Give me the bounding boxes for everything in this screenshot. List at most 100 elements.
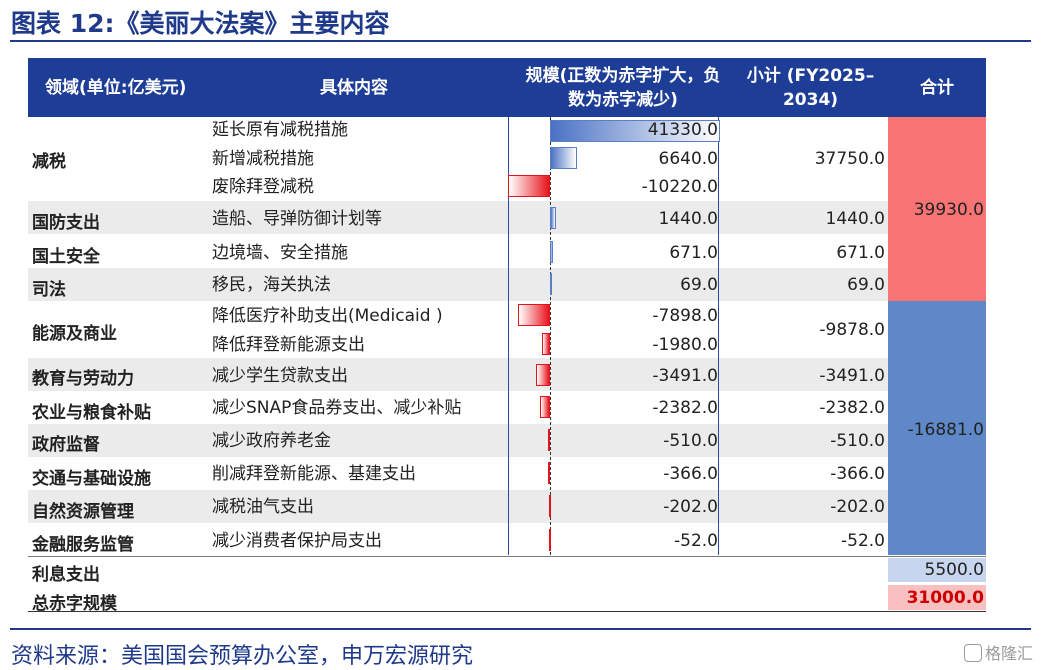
- header-scale-line1: 规模(正数为赤字扩大，负: [525, 65, 721, 86]
- deficit-label: 总赤字规模: [32, 594, 117, 614]
- header-total: 合计: [920, 77, 954, 98]
- bar-positive: [550, 120, 720, 142]
- total-positive-cell: [888, 117, 986, 301]
- row-band: [28, 358, 888, 391]
- detail-cell: 减少学生贷款支出: [212, 366, 348, 386]
- subtotal-value: 69.0: [847, 275, 885, 295]
- subtotal-value: 1440.0: [825, 209, 885, 229]
- subtotal-value: -510.0: [830, 431, 885, 451]
- bar-negative: [547, 429, 550, 451]
- scale-value: 69.0: [680, 275, 718, 295]
- row-band: [28, 201, 888, 234]
- bar-negative: [517, 304, 550, 326]
- category-label: 能源及商业: [32, 324, 117, 344]
- category-label: 教育与劳动力: [32, 369, 134, 389]
- scale-value: -2382.0: [652, 398, 718, 418]
- category-label: 国土安全: [32, 247, 100, 267]
- bar-column-left-border: [508, 117, 509, 555]
- detail-cell: 延长原有减税措施: [212, 120, 348, 140]
- scale-value: -52.0: [674, 531, 718, 551]
- interest-cell: [888, 558, 986, 582]
- detail-cell: 减少消费者保护局支出: [212, 531, 382, 551]
- category-label: 司法: [32, 280, 66, 300]
- bar-positive: [550, 207, 556, 229]
- header-subtotal-line2: 2034): [782, 89, 839, 110]
- scale-value: -510.0: [663, 431, 718, 451]
- page-title: 图表 12:《美丽大法案》主要内容: [11, 9, 390, 38]
- scale-value: 671.0: [669, 243, 718, 263]
- bar-positive: [550, 241, 553, 263]
- subtotal-value: -52.0: [841, 531, 885, 551]
- detail-cell: 造船、导弹防御计划等: [212, 209, 382, 229]
- bar-positive: [550, 147, 578, 169]
- subtotal-value: -9878.0: [819, 320, 885, 340]
- total-negative-value: -16881.0: [907, 420, 984, 440]
- table-divider: [28, 556, 986, 557]
- bar-negative: [541, 333, 550, 355]
- scale-value: -7898.0: [652, 306, 718, 326]
- title-divider: [10, 40, 1031, 42]
- bar-negative: [548, 495, 551, 517]
- header-domain: 领域(单位:亿美元): [45, 77, 187, 98]
- detail-cell: 减少政府养老金: [212, 431, 331, 451]
- total-positive-value: 39930.0: [913, 200, 984, 220]
- category-label: 国防支出: [32, 213, 100, 233]
- detail-cell: 减税油气支出: [212, 497, 314, 517]
- deficit-value: 31000.0: [906, 588, 984, 608]
- total-negative-cell: [888, 301, 986, 555]
- bar-negative: [507, 175, 550, 197]
- watermark: 格隆汇: [963, 640, 1033, 664]
- subtotal-value: -366.0: [830, 464, 885, 484]
- subtotal-value: -3491.0: [819, 366, 885, 386]
- subtotal-value: 671.0: [836, 243, 885, 263]
- scale-value: -3491.0: [652, 366, 718, 386]
- header-subtotal: 小计 (FY2025– 2034): [733, 58, 888, 117]
- detail-cell: 废除拜登减税: [212, 177, 314, 197]
- watermark-text: 格隆汇: [984, 644, 1033, 663]
- category-label: 自然资源管理: [32, 502, 134, 522]
- bar-negative: [548, 529, 551, 551]
- footer-divider: [10, 628, 1031, 630]
- category-label: 减税: [32, 152, 66, 172]
- source-note: 资料来源：美国国会预算办公室，申万宏源研究: [11, 644, 474, 669]
- subtotal-value: 37750.0: [814, 149, 885, 169]
- detail-cell: 边境墙、安全措施: [212, 243, 348, 263]
- interest-label: 利息支出: [32, 565, 100, 585]
- bar-negative: [540, 396, 550, 418]
- scale-value: 41330.0: [647, 120, 718, 140]
- header-scale-line2: 数为赤字减少): [568, 89, 678, 110]
- interest-value: 5500.0: [924, 560, 984, 580]
- bar-positive: [550, 273, 552, 295]
- subtotal-value: -2382.0: [819, 398, 885, 418]
- header-scale: 规模(正数为赤字扩大，负 数为赤字减少): [508, 58, 738, 117]
- row-band: [28, 490, 888, 523]
- scale-value: -202.0: [663, 497, 718, 517]
- detail-cell: 降低拜登新能源支出: [212, 335, 365, 355]
- row-band: [28, 268, 888, 301]
- header-subtotal-line1: 小计 (FY2025–: [746, 65, 875, 86]
- detail-cell: 减少SNAP食品券支出、减少补贴: [212, 398, 462, 418]
- watermark-logo-icon: [963, 644, 982, 662]
- subtotal-value: -202.0: [830, 497, 885, 517]
- table-bottom-rule: [28, 611, 986, 612]
- bar-negative: [548, 462, 551, 484]
- detail-cell: 新增减税措施: [212, 149, 314, 169]
- category-label: 农业与粮食补贴: [32, 403, 151, 423]
- detail-cell: 削减拜登新能源、基建支出: [212, 464, 416, 484]
- category-label: 交通与基础设施: [32, 469, 151, 489]
- scale-value: -1980.0: [652, 335, 718, 355]
- detail-cell: 降低医疗补助支出(Medicaid ): [212, 306, 443, 326]
- deficit-cell: [888, 585, 986, 610]
- header-detail: 具体内容: [320, 77, 388, 98]
- scale-value: -366.0: [663, 464, 718, 484]
- scale-value: 6640.0: [658, 149, 718, 169]
- bar-zero-axis: [550, 117, 551, 555]
- scale-value: 1440.0: [658, 209, 718, 229]
- category-label: 金融服务监管: [32, 535, 134, 555]
- row-band: [28, 424, 888, 457]
- bar-negative: [535, 364, 550, 386]
- table-header: 领域(单位:亿美元) 具体内容 规模(正数为赤字扩大，负 数为赤字减少) 小计 …: [28, 58, 986, 117]
- bar-column-right-border: [718, 117, 719, 555]
- detail-cell: 移民，海关执法: [212, 275, 331, 295]
- category-label: 政府监督: [32, 435, 100, 455]
